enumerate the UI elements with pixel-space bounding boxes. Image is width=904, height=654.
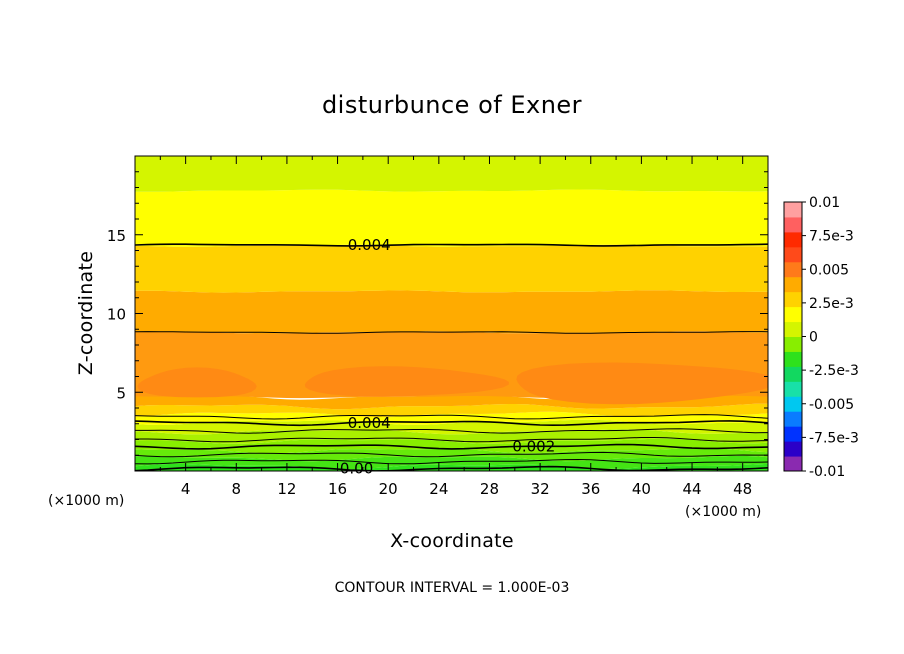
colorbar-swatch (784, 381, 802, 397)
x-tick-label: 8 (232, 480, 242, 498)
y-axis-label: Z-coordinate (75, 251, 97, 375)
colorbar-swatch (784, 321, 802, 337)
x-tick-label: 12 (277, 480, 296, 498)
maximum-patch (304, 366, 509, 397)
contour-band (135, 455, 768, 470)
colorbar-tick-label: 0.01 (809, 195, 840, 211)
x-tick-label: 36 (581, 480, 600, 498)
x-tick-label: 20 (379, 480, 398, 498)
colorbar-swatch (784, 396, 802, 412)
x-tick-label: 16 (328, 480, 347, 498)
contour-band (135, 189, 768, 247)
colorbar-tick-label: -2.5e-3 (809, 363, 859, 379)
x-left-unit: (×1000 m) (48, 493, 124, 509)
contour-label: 0.004 (348, 236, 391, 254)
x-axis-ticks: 4 8 12 16 20 24 28 32 36 40 44 48 (159, 156, 769, 498)
x-tick-label: 28 (480, 480, 499, 498)
contour-band (135, 403, 768, 417)
contour-line (135, 437, 768, 443)
contour-line (135, 414, 768, 420)
colorbar-swatch (784, 366, 802, 382)
y-axis-ticks: 5 10 15 (107, 155, 768, 456)
colorbar (783, 201, 803, 472)
colorbar-swatch (784, 261, 802, 278)
x-right-unit: (×1000 m) (685, 504, 761, 520)
x-tick-label: 48 (733, 480, 752, 498)
y-tick-label: 5 (116, 384, 126, 402)
contour-line (135, 331, 768, 334)
x-tick-label: 40 (632, 480, 651, 498)
contour-line (135, 451, 768, 458)
x-tick-label: 4 (181, 480, 191, 498)
colorbar-swatch (784, 202, 802, 218)
colorbar-swatch (784, 231, 802, 248)
contour-band (135, 156, 768, 192)
contour-band (135, 411, 768, 425)
x-tick-label: 24 (429, 480, 448, 498)
contour-lines (135, 243, 768, 471)
x-tick-label: 32 (531, 480, 550, 498)
colorbar-swatch (784, 276, 802, 293)
colorbar-tick-label: -0.005 (809, 397, 854, 413)
contour-band (135, 429, 768, 444)
colorbar-labels: 0.01 7.5e-3 0.005 2.5e-3 0 -2.5e-3 -0.005 -7.5e… (802, 195, 859, 480)
colorbar-swatch (784, 306, 802, 323)
contour-line (135, 428, 768, 434)
contour-label: 0.004 (348, 414, 391, 432)
x-tick-label: 44 (682, 480, 701, 498)
colorbar-swatch (784, 411, 802, 427)
contour-label: 0.002 (512, 438, 555, 456)
contour-band (135, 290, 768, 334)
colorbar-swatch (784, 426, 802, 442)
contour-band (135, 244, 768, 293)
maximum-patch (137, 367, 257, 398)
maxima-patches (137, 362, 768, 405)
contour-line (135, 420, 768, 427)
colorbar-tick-label: -7.5e-3 (809, 430, 859, 446)
contour-band (135, 438, 768, 454)
contour-label: 0.00 (340, 460, 373, 478)
colorbar-swatch (784, 351, 802, 367)
x-axis-label: X-coordinate (390, 530, 514, 552)
colorbar-swatch (784, 216, 802, 233)
colorbar-tick-label: 2.5e-3 (809, 296, 854, 312)
contour-line (135, 443, 768, 450)
y-tick-label: 15 (107, 227, 126, 245)
contour-labels: 0.004 0.004 0.002 0.00 (340, 236, 555, 478)
colorbar-swatch (784, 441, 802, 457)
contour-band (135, 448, 768, 462)
maximum-patch (516, 362, 768, 405)
contour-interval-note: CONTOUR INTERVAL = 1.000E-03 (335, 580, 570, 596)
colorbar-tick-label: -0.01 (809, 464, 845, 480)
colorbar-swatch (784, 246, 802, 263)
y-tick-label: 10 (107, 306, 126, 324)
contour-fill-bands (135, 156, 768, 471)
colorbar-tick-label: 0 (809, 330, 818, 346)
contour-line (135, 243, 768, 247)
chart-title: disturbunce of Exner (322, 91, 582, 119)
colorbar-tick-label: 0.005 (809, 262, 849, 278)
colorbar-tick-label: 7.5e-3 (809, 229, 854, 245)
contour-line (135, 458, 768, 465)
colorbar-swatch (784, 336, 802, 352)
contour-line (135, 465, 768, 471)
colorbar-swatch (784, 291, 802, 308)
colorbar-swatch (784, 456, 802, 472)
